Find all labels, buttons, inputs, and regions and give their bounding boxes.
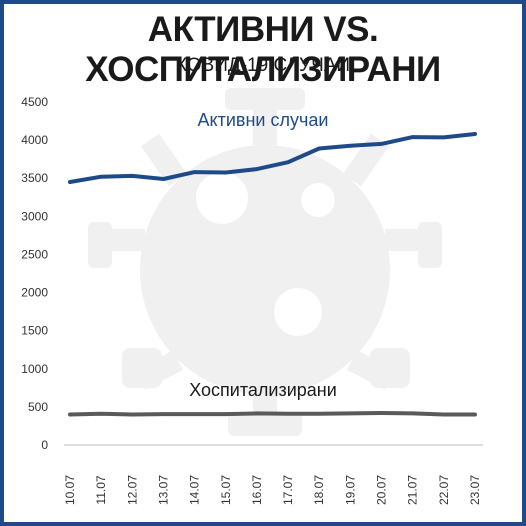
y-axis: 0 500 1000 1500 2000 2500 3000 3500 4000 4500 [21,95,48,452]
chart-subtitle: КОВИД-19 СЛУЧАИ [175,55,351,76]
y-tick-label: 4500 [21,95,48,109]
x-tick-label: 13.07 [156,475,170,505]
y-tick-label: 2000 [21,286,48,300]
x-tick-label: 15.07 [219,475,233,505]
x-tick-label: 21.07 [406,475,420,505]
y-tick-label: 2500 [21,247,48,261]
y-tick-label: 1000 [21,362,48,376]
y-tick-label: 1500 [21,324,48,338]
chart-title: АКТИВНИ VS. ХОСПИТАЛИЗИРАНИ [85,10,441,89]
active-cases-line [68,132,477,184]
x-tick-label: 22.07 [437,475,451,505]
x-tick-label: 16.07 [250,475,264,505]
y-tick-label: 500 [28,400,48,414]
x-tick-label: 11.07 [94,475,108,504]
y-tick-label: 3000 [21,209,48,223]
x-tick-label: 14.07 [188,475,202,505]
series-labels: Активни случаи Хоспитализирани [189,110,337,400]
x-tick-label: 19.07 [343,475,357,505]
x-tick-label: 18.07 [312,475,326,505]
y-tick-label: 3500 [21,171,48,185]
series-lines [68,132,477,417]
hospitalized-line [68,411,477,417]
x-tick-label: 20.07 [375,475,389,505]
x-tick-label: 12.07 [125,475,139,505]
y-tick-label: 0 [41,438,48,452]
x-axis: 10.07 11.07 12.07 13.07 14.07 15.07 16.07 17.07… [63,444,483,505]
series-label-active: Активни случаи [198,110,329,130]
x-tick-label: 17.07 [281,475,295,505]
x-tick-label: 10.07 [63,475,77,505]
y-tick-label: 4000 [21,133,48,147]
series-label-hospitalized: Хоспитализирани [189,380,337,400]
x-tick-label: 23.07 [468,475,482,505]
